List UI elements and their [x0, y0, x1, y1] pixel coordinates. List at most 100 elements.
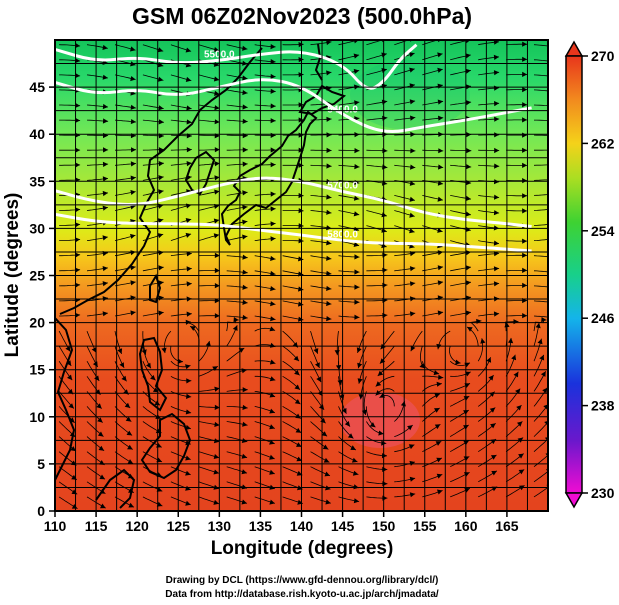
streamline — [533, 470, 548, 483]
streamline-arrowhead — [437, 250, 444, 256]
streamline-arrowhead — [494, 163, 500, 169]
streamline-arrowhead — [522, 313, 528, 319]
credit-drawing: Drawing by DCL (https://www.gfd-dennou.o… — [166, 575, 439, 586]
streamline-arrowhead — [336, 365, 342, 371]
streamline-arrowhead — [410, 148, 416, 154]
streamline-arrowhead — [186, 311, 192, 317]
streamline-arrowhead — [213, 76, 220, 82]
streamline-arrowhead — [295, 427, 302, 433]
streamline-arrowhead — [511, 354, 517, 361]
y-tick-label: 0 — [37, 503, 45, 519]
streamline — [533, 223, 548, 226]
streamline-arrowhead — [313, 348, 319, 354]
streamline-arrowhead — [269, 359, 276, 365]
streamline-arrowhead — [103, 147, 109, 153]
streamline-arrowhead — [242, 269, 248, 275]
streamline-arrowhead — [102, 103, 108, 110]
streamline-arrowhead — [161, 347, 167, 353]
streamline-arrowhead — [463, 396, 470, 401]
colorbar: 230 238 246 254 262 270 — [564, 40, 615, 509]
streamline-arrowhead — [214, 147, 220, 153]
streamline-arrowhead — [437, 196, 443, 202]
streamline-arrowhead — [550, 192, 555, 197]
streamline-arrowhead — [269, 408, 275, 414]
colorbar-bottom-arrow — [564, 492, 584, 509]
streamline-arrowhead — [493, 70, 500, 76]
streamline-arrowhead — [270, 162, 276, 168]
streamline — [366, 40, 384, 46]
streamline-arrowhead — [214, 252, 220, 258]
streamline-arrowhead — [97, 431, 104, 437]
streamline-arrowhead — [212, 366, 218, 371]
streamline-arrowhead — [486, 357, 492, 363]
streamline-arrowhead — [96, 403, 102, 409]
streamline-arrowhead — [177, 358, 183, 364]
streamline-arrowhead — [121, 375, 127, 382]
y-tick-label: 10 — [29, 409, 45, 425]
streamline-arrowhead — [74, 312, 81, 318]
y-tick-label: 20 — [29, 315, 45, 331]
x-tick-label: 160 — [454, 518, 478, 534]
colorbar-tick-label: 270 — [591, 48, 615, 64]
streamline-arrowhead — [321, 431, 328, 437]
streamline-arrowhead — [550, 133, 555, 138]
streamline-arrowhead — [352, 470, 359, 476]
x-tick-label: 120 — [125, 518, 149, 534]
coastline-japan — [220, 110, 318, 246]
streamline-arrowhead — [410, 345, 416, 352]
streamline-arrowhead — [130, 250, 136, 256]
streamline-arrowhead — [298, 256, 304, 262]
streamline-arrowhead — [242, 234, 248, 240]
streamline-arrowhead — [357, 362, 363, 369]
streamline — [533, 285, 548, 288]
streamline-arrowhead — [269, 499, 275, 505]
streamline-arrowhead — [438, 164, 444, 170]
streamline-arrowhead — [185, 47, 192, 53]
streamline-arrowhead — [326, 225, 332, 231]
streamline-arrowhead — [494, 132, 500, 138]
streamline — [533, 104, 548, 107]
streamline — [533, 44, 548, 47]
streamline-arrowhead — [315, 362, 320, 368]
streamline-arrowhead — [419, 363, 425, 369]
streamline-arrowhead — [522, 193, 528, 199]
streamline-arrowhead — [269, 392, 276, 398]
streamline-arrowhead — [141, 349, 147, 355]
streamline-arrowhead — [270, 73, 276, 80]
streamline-arrowhead — [75, 147, 81, 153]
streamline-arrowhead — [326, 255, 332, 261]
streamline-arrowhead — [516, 405, 522, 411]
streamline-arrowhead — [158, 175, 164, 181]
streamline-arrowhead — [494, 147, 500, 154]
streamline-arrowhead — [436, 381, 442, 387]
streamline-arrowhead — [186, 393, 192, 399]
streamline-arrowhead — [436, 457, 442, 463]
streamline-arrowhead — [354, 164, 360, 170]
y-axis-ticks: 0 5 10 15 20 25 30 35 40 45 — [29, 79, 55, 519]
streamline-arrowhead — [99, 474, 105, 480]
streamline-arrowhead — [522, 41, 528, 47]
streamline-arrowhead — [379, 358, 386, 364]
streamline-arrowhead — [241, 453, 248, 459]
streamline-arrowhead — [465, 371, 471, 377]
streamline-arrowhead — [334, 350, 340, 356]
streamline-arrowhead — [480, 338, 486, 344]
streamline-arrowhead — [409, 196, 415, 202]
coastline-luzon — [138, 336, 168, 412]
streamline-arrowhead — [353, 498, 360, 504]
streamline-arrowhead — [465, 250, 471, 256]
streamline-arrowhead — [491, 470, 497, 476]
streamline-arrowhead — [437, 489, 443, 495]
streamline-arrowhead — [437, 310, 444, 316]
streamline-arrowhead — [214, 267, 220, 274]
streamline-arrowhead — [270, 44, 276, 50]
streamline-arrowhead — [353, 68, 360, 74]
streamline-arrowhead — [157, 47, 164, 53]
streamline-arrowhead — [489, 407, 496, 413]
streamline-arrowhead — [298, 286, 304, 292]
streamline-arrowhead — [356, 347, 362, 353]
streamline-arrowhead — [74, 267, 81, 273]
x-tick-label: 130 — [208, 518, 232, 534]
streamline-arrowhead — [541, 317, 547, 323]
